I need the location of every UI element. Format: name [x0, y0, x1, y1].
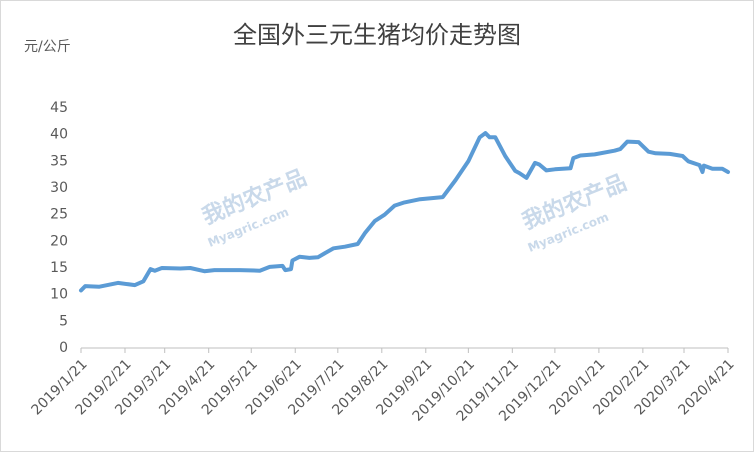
line-series [79, 131, 730, 293]
y-tick-label: 20 [50, 233, 68, 249]
y-tick-label: 15 [50, 260, 68, 276]
y-tick-label: 30 [50, 180, 68, 196]
y-axis-label: 元/公斤 [24, 39, 71, 55]
y-tick-label: 25 [50, 207, 68, 223]
y-tick-label: 45 [50, 100, 68, 116]
y-tick-label: 5 [59, 313, 68, 329]
y-tick-label: 0 [59, 340, 68, 356]
y-tick-label: 35 [50, 153, 68, 169]
y-tick-label: 40 [50, 127, 68, 143]
chart-title: 全国外三元生猪均价走势图 [233, 21, 521, 49]
y-tick-label: 10 [50, 287, 68, 303]
